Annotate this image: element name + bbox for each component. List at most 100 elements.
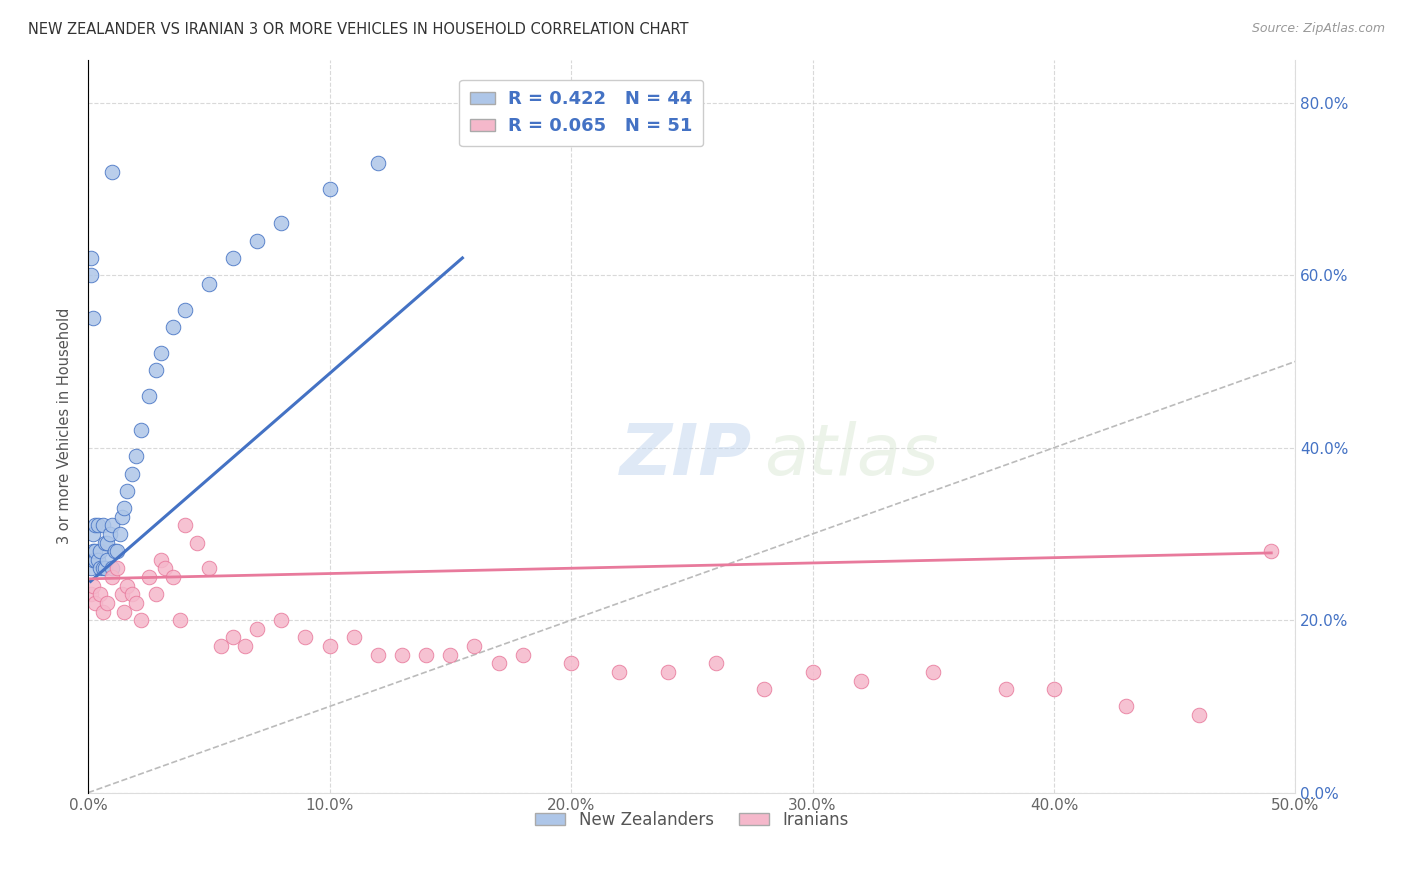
Point <box>1043 682 1066 697</box>
Point <box>82 553 104 567</box>
Point <box>111 509 134 524</box>
Point <box>439 648 461 662</box>
Point <box>115 483 138 498</box>
Point <box>112 605 135 619</box>
Point <box>79 587 101 601</box>
Point <box>343 631 366 645</box>
Point <box>488 657 510 671</box>
Y-axis label: 3 or more Vehicles in Household: 3 or more Vehicles in Household <box>58 308 72 544</box>
Point <box>754 682 776 697</box>
Text: NEW ZEALANDER VS IRANIAN 3 OR MORE VEHICLES IN HOUSEHOLD CORRELATION CHART: NEW ZEALANDER VS IRANIAN 3 OR MORE VEHIC… <box>28 22 689 37</box>
Point <box>84 596 107 610</box>
Point <box>849 673 872 688</box>
Point <box>129 424 152 438</box>
Point <box>84 544 107 558</box>
Text: Source: ZipAtlas.com: Source: ZipAtlas.com <box>1251 22 1385 36</box>
Point <box>138 570 160 584</box>
Point <box>145 363 167 377</box>
Point <box>111 587 134 601</box>
Point <box>1115 699 1137 714</box>
Point <box>294 631 316 645</box>
Point <box>222 251 245 265</box>
Point <box>87 518 110 533</box>
Point <box>129 613 152 627</box>
Point <box>415 648 437 662</box>
Point <box>82 311 104 326</box>
Point <box>657 665 679 679</box>
Point <box>1260 544 1282 558</box>
Point <box>1188 708 1211 723</box>
Point <box>512 648 534 662</box>
Point <box>96 535 118 549</box>
Point <box>79 268 101 283</box>
Point <box>105 544 128 558</box>
Point <box>169 613 191 627</box>
Point <box>112 501 135 516</box>
Point <box>89 587 111 601</box>
Point <box>84 553 107 567</box>
Point <box>96 553 118 567</box>
Point <box>145 587 167 601</box>
Point <box>82 527 104 541</box>
Point <box>233 639 256 653</box>
Point <box>155 561 177 575</box>
Text: atlas: atlas <box>765 421 939 490</box>
Point <box>801 665 824 679</box>
Point <box>270 217 292 231</box>
Point <box>198 561 221 575</box>
Point <box>82 579 104 593</box>
Point <box>149 346 172 360</box>
Point <box>101 518 124 533</box>
Point <box>104 544 127 558</box>
Point <box>91 605 114 619</box>
Point <box>79 561 101 575</box>
Legend: New Zealanders, Iranians: New Zealanders, Iranians <box>529 805 855 836</box>
Point <box>704 657 727 671</box>
Point <box>121 587 143 601</box>
Point <box>89 544 111 558</box>
Point <box>115 579 138 593</box>
Point <box>89 561 111 575</box>
Point <box>198 277 221 291</box>
Point <box>91 561 114 575</box>
Point <box>138 389 160 403</box>
Point <box>609 665 631 679</box>
Point <box>101 570 124 584</box>
Point <box>173 302 195 317</box>
Point <box>246 234 269 248</box>
Point <box>121 467 143 481</box>
Point <box>994 682 1017 697</box>
Point <box>105 561 128 575</box>
Point <box>186 535 208 549</box>
Point <box>94 535 117 549</box>
Point <box>149 553 172 567</box>
Point <box>162 320 184 334</box>
Point <box>101 561 124 575</box>
Point <box>94 561 117 575</box>
Point <box>87 553 110 567</box>
Point <box>246 622 269 636</box>
Point <box>318 182 340 196</box>
Point <box>84 518 107 533</box>
Point <box>209 639 232 653</box>
Point <box>79 251 101 265</box>
Point <box>98 527 121 541</box>
Point <box>91 518 114 533</box>
Point <box>318 639 340 653</box>
Point <box>922 665 945 679</box>
Point <box>270 613 292 627</box>
Point <box>96 596 118 610</box>
Point <box>108 527 131 541</box>
Point <box>560 657 582 671</box>
Point <box>82 544 104 558</box>
Point <box>222 631 245 645</box>
Point <box>101 165 124 179</box>
Point <box>367 648 389 662</box>
Point <box>391 648 413 662</box>
Point <box>125 596 148 610</box>
Point <box>463 639 485 653</box>
Point <box>367 156 389 170</box>
Text: ZIP: ZIP <box>620 421 752 490</box>
Point <box>162 570 184 584</box>
Point <box>125 450 148 464</box>
